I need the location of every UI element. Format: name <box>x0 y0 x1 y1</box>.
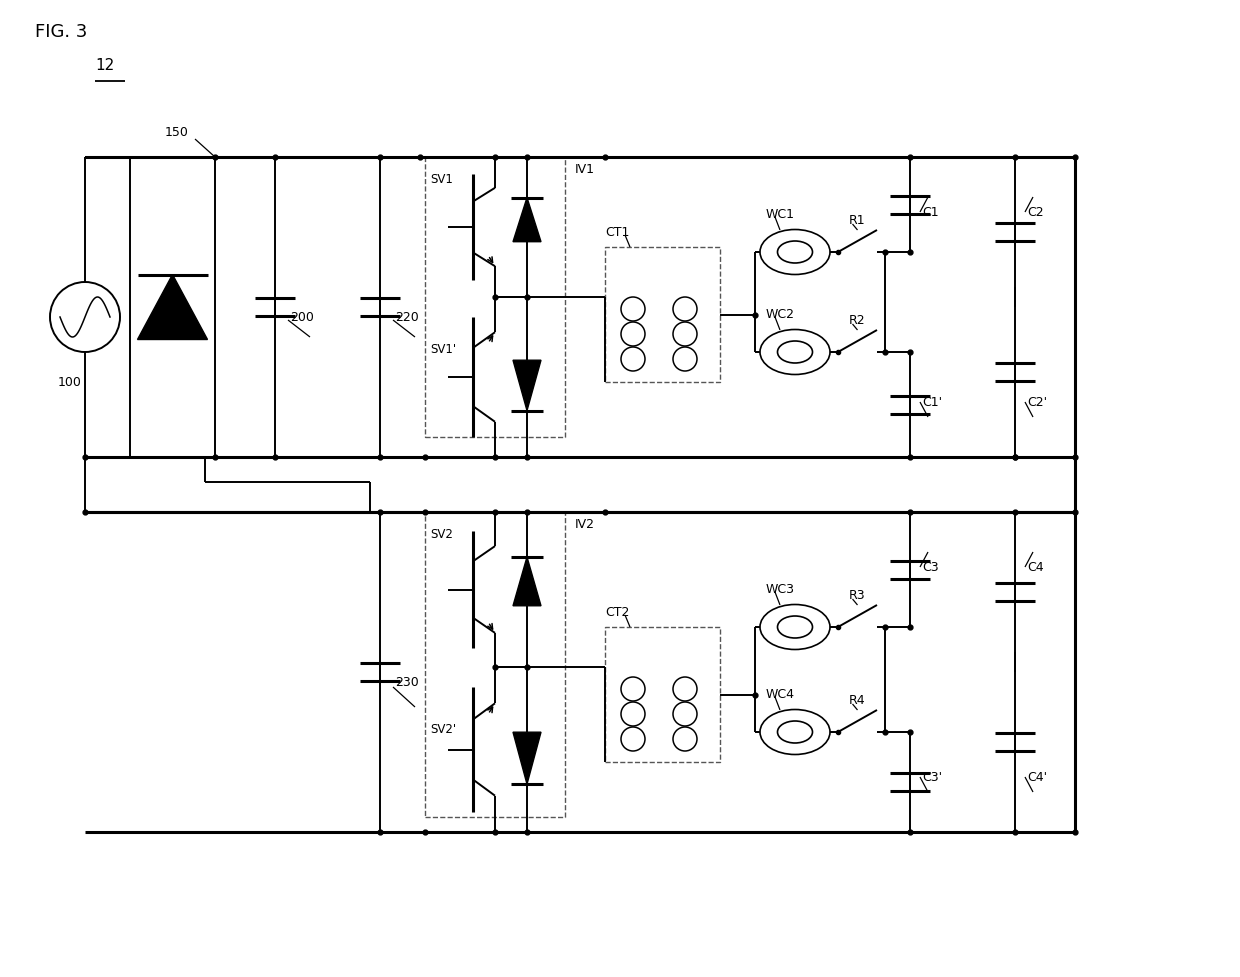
Text: WC2: WC2 <box>765 308 795 321</box>
Text: WC4: WC4 <box>765 688 795 701</box>
Text: C1: C1 <box>923 206 939 219</box>
Text: C3': C3' <box>923 771 942 784</box>
Bar <box>605 248 720 383</box>
Text: 100: 100 <box>58 376 82 389</box>
Text: C1': C1' <box>923 396 942 409</box>
Text: C2: C2 <box>1027 206 1044 219</box>
Polygon shape <box>513 198 541 242</box>
Bar <box>605 627 720 762</box>
Text: IV2: IV2 <box>575 518 595 531</box>
Bar <box>425 513 565 817</box>
Polygon shape <box>138 276 207 340</box>
Bar <box>425 158 565 438</box>
Text: SV2': SV2' <box>430 722 456 736</box>
Text: CT2: CT2 <box>605 606 630 618</box>
Text: IV1: IV1 <box>575 163 595 176</box>
Text: 12: 12 <box>95 58 114 73</box>
Text: 230: 230 <box>396 676 419 689</box>
Text: C4': C4' <box>1027 771 1047 784</box>
Text: WC1: WC1 <box>765 208 795 221</box>
Text: SV1': SV1' <box>430 343 456 356</box>
Text: 200: 200 <box>290 312 314 324</box>
Text: 150: 150 <box>165 126 188 140</box>
Text: C4: C4 <box>1027 561 1044 573</box>
Text: R3: R3 <box>849 589 866 602</box>
Text: R4: R4 <box>849 694 866 706</box>
Text: CT1: CT1 <box>605 227 630 239</box>
Polygon shape <box>513 733 541 785</box>
Text: WC3: WC3 <box>765 583 795 596</box>
Text: C3: C3 <box>923 561 939 573</box>
Bar <box>130 158 215 457</box>
Polygon shape <box>513 361 541 411</box>
Text: C2': C2' <box>1027 396 1047 409</box>
Text: R1: R1 <box>849 214 866 228</box>
Text: FIG. 3: FIG. 3 <box>35 23 87 41</box>
Text: R2: R2 <box>849 315 866 327</box>
Polygon shape <box>513 558 541 606</box>
Text: SV1: SV1 <box>430 173 453 186</box>
Text: SV2: SV2 <box>430 528 453 540</box>
Text: 220: 220 <box>396 312 419 324</box>
